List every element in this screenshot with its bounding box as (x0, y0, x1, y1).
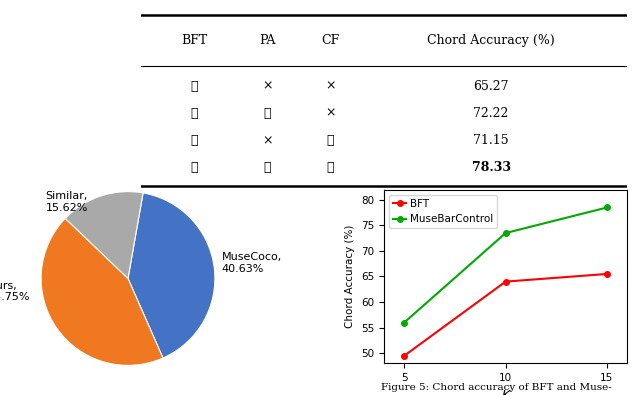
Text: 71.15: 71.15 (473, 134, 509, 147)
MuseBarControl (603, 205, 611, 210)
MuseBarControl (502, 231, 509, 235)
BFT (502, 279, 509, 284)
Text: ×: × (325, 107, 336, 120)
Text: ✓: ✓ (264, 107, 271, 120)
MuseBarControl (401, 320, 408, 325)
X-axis label: K: K (502, 389, 509, 395)
Text: ✓: ✓ (327, 134, 334, 147)
Text: ✓: ✓ (191, 107, 198, 120)
Text: ✓: ✓ (191, 134, 198, 147)
Text: ×: × (262, 79, 273, 92)
Text: Similar,
15.62%: Similar, 15.62% (45, 191, 88, 213)
Text: ✓: ✓ (191, 79, 198, 92)
Text: Ours,
43.75%: Ours, 43.75% (0, 281, 29, 302)
Text: 78.33: 78.33 (472, 161, 511, 174)
Text: BFT: BFT (181, 34, 207, 47)
Text: PA: PA (259, 34, 275, 47)
BFT (401, 354, 408, 358)
Text: MuseCoco,
40.63%: MuseCoco, 40.63% (222, 252, 282, 274)
Line: MuseBarControl: MuseBarControl (401, 205, 610, 325)
Wedge shape (128, 193, 215, 358)
Text: ×: × (325, 79, 336, 92)
Text: 72.22: 72.22 (474, 107, 509, 120)
BFT (603, 272, 611, 276)
Text: Chord Accuracy (%): Chord Accuracy (%) (427, 34, 555, 47)
Text: 65.27: 65.27 (473, 79, 509, 92)
Legend: BFT, MuseBarControl: BFT, MuseBarControl (389, 195, 497, 228)
Text: ✓: ✓ (327, 161, 334, 174)
Y-axis label: Chord Accuracy (%): Chord Accuracy (%) (346, 225, 355, 328)
Line: BFT: BFT (401, 271, 610, 359)
Text: Figure 5: Chord accuracy of BFT and Muse-: Figure 5: Chord accuracy of BFT and Muse… (381, 383, 612, 392)
Text: ×: × (262, 134, 273, 147)
Wedge shape (65, 192, 143, 278)
Text: CF: CF (321, 34, 340, 47)
Text: ✓: ✓ (191, 161, 198, 174)
Text: ✓: ✓ (264, 161, 271, 174)
Wedge shape (41, 218, 163, 365)
